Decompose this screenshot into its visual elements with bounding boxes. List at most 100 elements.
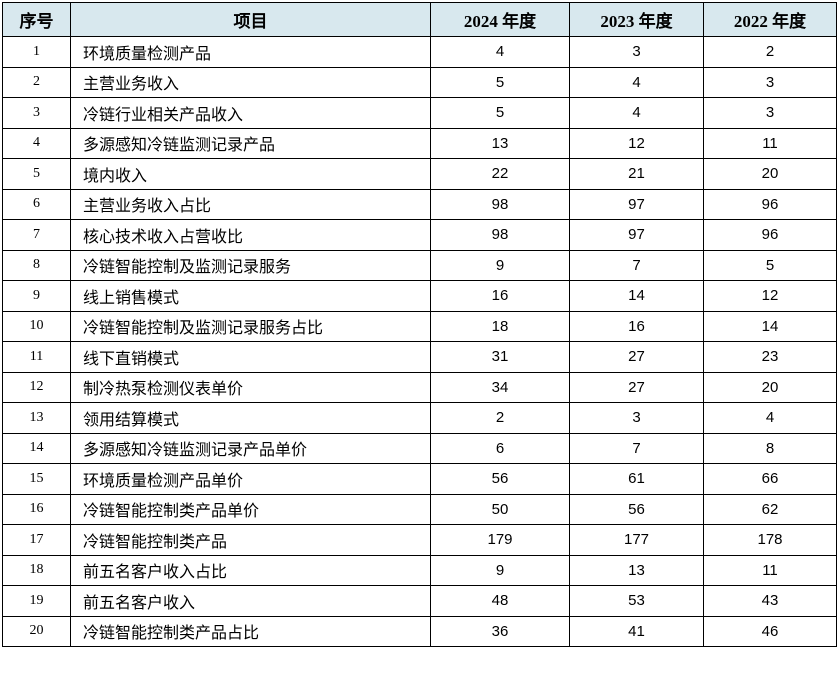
value-2023-cell: 177 bbox=[569, 524, 704, 556]
table-row: 20 冷链智能控制类产品占比 36 41 46 bbox=[2, 615, 837, 647]
table-row: 5 境内收入 22 21 20 bbox=[2, 158, 837, 190]
header-cell-2024: 2024 年度 bbox=[430, 2, 570, 37]
value-2024-cell: 18 bbox=[430, 310, 570, 342]
table-row: 10 冷链智能控制及监测记录服务占比 18 16 14 bbox=[2, 310, 837, 342]
value-2022-cell: 20 bbox=[703, 158, 837, 190]
value-2022-cell: 3 bbox=[703, 66, 837, 98]
value-2024-cell: 5 bbox=[430, 66, 570, 98]
item-cell: 冷链行业相关产品收入 bbox=[70, 97, 431, 129]
table-row: 12 制冷热泵检测仪表单价 34 27 20 bbox=[2, 371, 837, 403]
table-row: 1 环境质量检测产品 4 3 2 bbox=[2, 36, 837, 68]
item-cell: 冷链智能控制类产品单价 bbox=[70, 493, 431, 525]
row-no-cell: 17 bbox=[2, 524, 71, 556]
item-cell: 环境质量检测产品 bbox=[70, 36, 431, 68]
data-table: 序号 项目 2024 年度 2023 年度 2022 年度 1 环境质量检测产品 4… bbox=[2, 2, 837, 647]
value-2023-cell: 13 bbox=[569, 554, 704, 586]
value-2024-cell: 4 bbox=[430, 36, 570, 68]
value-2023-cell: 4 bbox=[569, 97, 704, 129]
row-no-cell: 8 bbox=[2, 249, 71, 281]
row-no-cell: 9 bbox=[2, 280, 71, 312]
value-2023-cell: 3 bbox=[569, 36, 704, 68]
table-row: 2 主营业务收入 5 4 3 bbox=[2, 66, 837, 98]
table-row: 16 冷链智能控制类产品单价 50 56 62 bbox=[2, 493, 837, 525]
value-2023-cell: 97 bbox=[569, 188, 704, 220]
row-no-cell: 4 bbox=[2, 127, 71, 159]
value-2024-cell: 2 bbox=[430, 402, 570, 434]
row-no-cell: 11 bbox=[2, 341, 71, 373]
table-row: 11 线下直销模式 31 27 23 bbox=[2, 341, 837, 373]
value-2024-cell: 98 bbox=[430, 219, 570, 251]
row-no-cell: 5 bbox=[2, 158, 71, 190]
value-2023-cell: 3 bbox=[569, 402, 704, 434]
value-2023-cell: 27 bbox=[569, 371, 704, 403]
item-cell: 领用结算模式 bbox=[70, 402, 431, 434]
value-2024-cell: 9 bbox=[430, 249, 570, 281]
table-row: 15 环境质量检测产品单价 56 61 66 bbox=[2, 463, 837, 495]
value-2024-cell: 5 bbox=[430, 97, 570, 129]
header-cell-2022: 2022 年度 bbox=[703, 2, 837, 37]
value-2022-cell: 2 bbox=[703, 36, 837, 68]
row-no-cell: 7 bbox=[2, 219, 71, 251]
value-2023-cell: 14 bbox=[569, 280, 704, 312]
item-cell: 冷链智能控制类产品占比 bbox=[70, 615, 431, 647]
value-2022-cell: 12 bbox=[703, 280, 837, 312]
row-no-cell: 12 bbox=[2, 371, 71, 403]
value-2022-cell: 11 bbox=[703, 554, 837, 586]
header-cell-no: 序号 bbox=[2, 2, 71, 37]
value-2022-cell: 96 bbox=[703, 219, 837, 251]
item-cell: 主营业务收入占比 bbox=[70, 188, 431, 220]
value-2024-cell: 16 bbox=[430, 280, 570, 312]
table-row: 13 领用结算模式 2 3 4 bbox=[2, 402, 837, 434]
value-2024-cell: 98 bbox=[430, 188, 570, 220]
value-2023-cell: 53 bbox=[569, 585, 704, 617]
value-2022-cell: 62 bbox=[703, 493, 837, 525]
value-2024-cell: 22 bbox=[430, 158, 570, 190]
table-row: 6 主营业务收入占比 98 97 96 bbox=[2, 188, 837, 220]
value-2023-cell: 56 bbox=[569, 493, 704, 525]
value-2023-cell: 21 bbox=[569, 158, 704, 190]
value-2023-cell: 7 bbox=[569, 432, 704, 464]
item-cell: 前五名客户收入占比 bbox=[70, 554, 431, 586]
table-body: 1 环境质量检测产品 4 3 2 2 主营业务收入 5 4 3 3 冷链行业相关产品收入 5 4 3 4 多源感… bbox=[2, 36, 837, 647]
item-cell: 冷链智能控制及监测记录服务占比 bbox=[70, 310, 431, 342]
value-2022-cell: 14 bbox=[703, 310, 837, 342]
value-2022-cell: 20 bbox=[703, 371, 837, 403]
header-row: 序号 项目 2024 年度 2023 年度 2022 年度 bbox=[2, 2, 837, 37]
value-2023-cell: 61 bbox=[569, 463, 704, 495]
value-2022-cell: 96 bbox=[703, 188, 837, 220]
item-cell: 冷链智能控制类产品 bbox=[70, 524, 431, 556]
item-cell: 环境质量检测产品单价 bbox=[70, 463, 431, 495]
row-no-cell: 3 bbox=[2, 97, 71, 129]
row-no-cell: 2 bbox=[2, 66, 71, 98]
item-cell: 境内收入 bbox=[70, 158, 431, 190]
value-2022-cell: 11 bbox=[703, 127, 837, 159]
value-2022-cell: 5 bbox=[703, 249, 837, 281]
value-2022-cell: 46 bbox=[703, 615, 837, 647]
value-2024-cell: 56 bbox=[430, 463, 570, 495]
value-2023-cell: 16 bbox=[569, 310, 704, 342]
table-row: 7 核心技术收入占营收比 98 97 96 bbox=[2, 219, 837, 251]
item-cell: 前五名客户收入 bbox=[70, 585, 431, 617]
value-2023-cell: 97 bbox=[569, 219, 704, 251]
item-cell: 核心技术收入占营收比 bbox=[70, 219, 431, 251]
table-row: 8 冷链智能控制及监测记录服务 9 7 5 bbox=[2, 249, 837, 281]
item-cell: 线下直销模式 bbox=[70, 341, 431, 373]
row-no-cell: 20 bbox=[2, 615, 71, 647]
table-row: 4 多源感知冷链监测记录产品 13 12 11 bbox=[2, 127, 837, 159]
value-2024-cell: 179 bbox=[430, 524, 570, 556]
value-2023-cell: 7 bbox=[569, 249, 704, 281]
table-row: 18 前五名客户收入占比 9 13 11 bbox=[2, 554, 837, 586]
row-no-cell: 10 bbox=[2, 310, 71, 342]
value-2022-cell: 4 bbox=[703, 402, 837, 434]
value-2023-cell: 27 bbox=[569, 341, 704, 373]
item-cell: 线上销售模式 bbox=[70, 280, 431, 312]
value-2024-cell: 36 bbox=[430, 615, 570, 647]
item-cell: 制冷热泵检测仪表单价 bbox=[70, 371, 431, 403]
row-no-cell: 19 bbox=[2, 585, 71, 617]
row-no-cell: 14 bbox=[2, 432, 71, 464]
value-2024-cell: 31 bbox=[430, 341, 570, 373]
value-2024-cell: 6 bbox=[430, 432, 570, 464]
value-2023-cell: 4 bbox=[569, 66, 704, 98]
value-2024-cell: 13 bbox=[430, 127, 570, 159]
value-2024-cell: 9 bbox=[430, 554, 570, 586]
